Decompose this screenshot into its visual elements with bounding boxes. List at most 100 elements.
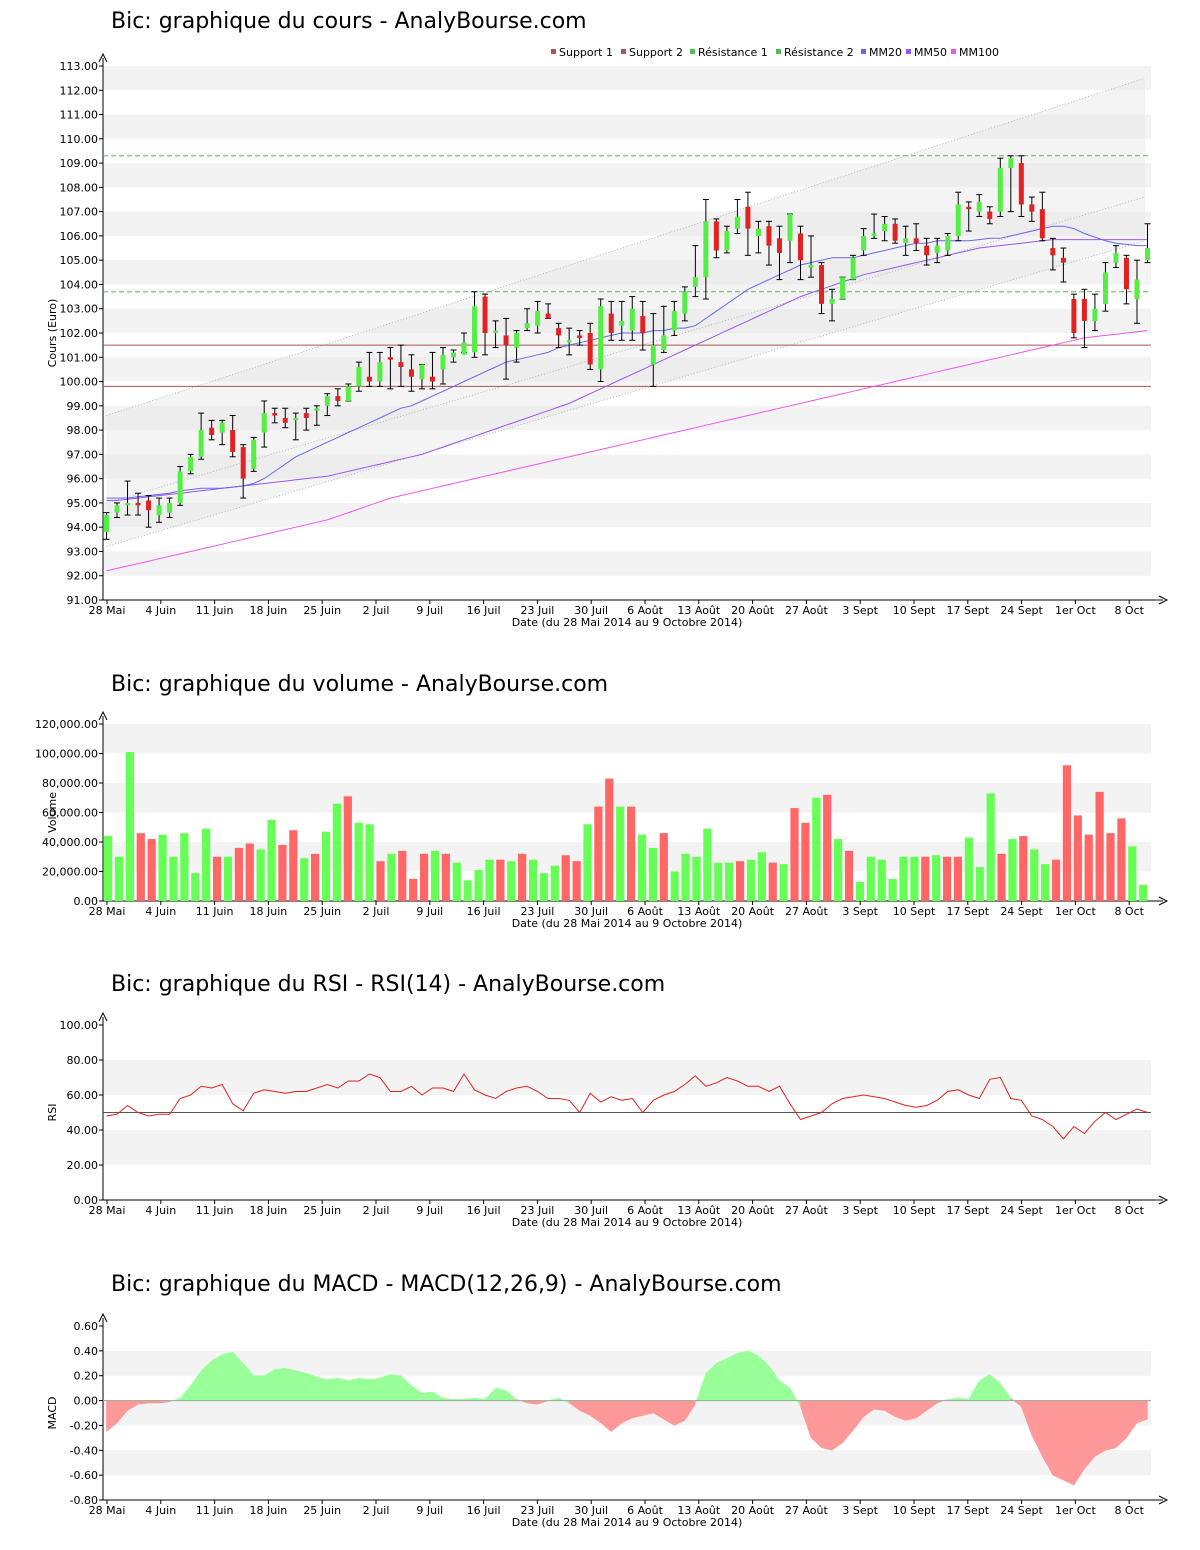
- rsi-x-tick-label: 24 Sept: [1000, 1204, 1043, 1217]
- volume-bar: [1095, 791, 1104, 901]
- price-x-tick-label: 13 Août: [677, 604, 721, 617]
- volume-bar: [169, 856, 178, 901]
- price-panel: Bic: graphique du cours - AnalyBourse.co…: [0, 0, 1200, 640]
- macd-area-segment: [1126, 1400, 1138, 1439]
- volume-x-tick-label: 10 Sept: [893, 905, 936, 918]
- volume-bar: [300, 858, 309, 901]
- candle-body: [324, 396, 330, 406]
- volume-x-tick-label: 17 Sept: [947, 905, 990, 918]
- candle-body: [808, 265, 814, 268]
- volume-bar: [757, 852, 766, 901]
- candle-body: [503, 335, 509, 346]
- candle: [313, 405, 320, 426]
- volume-y-tick-label: 40,000.00: [42, 836, 98, 849]
- candle-body: [125, 502, 131, 506]
- price-y-tick-label: 107.00: [60, 206, 99, 219]
- candle-body: [104, 515, 109, 533]
- volume-bar: [528, 859, 538, 901]
- legend-item: Support 2: [621, 46, 683, 59]
- price-x-tick-label: 4 Juin: [145, 604, 176, 617]
- candle-body: [787, 214, 793, 241]
- macd-area-segment: [747, 1350, 759, 1401]
- macd-area-segment: [726, 1352, 738, 1401]
- macd-x-tick-label: 16 Juil: [467, 1504, 501, 1517]
- volume-x-tick-label: 18 Juin: [250, 905, 288, 918]
- trend-channel-line: [106, 196, 1146, 504]
- candle: [418, 364, 425, 390]
- candle: [692, 245, 699, 298]
- price-band: [103, 211, 1151, 236]
- volume-bar: [1128, 846, 1137, 901]
- candle: [1028, 196, 1035, 222]
- macd-area-segment: [979, 1374, 991, 1401]
- legend-label: Résistance 1: [698, 46, 768, 59]
- volume-x-axis-arrow: [1158, 896, 1169, 906]
- candle-body: [1060, 257, 1066, 263]
- candle-body: [398, 362, 404, 367]
- candle-body: [1123, 257, 1129, 290]
- volume-bar: [289, 830, 298, 901]
- rsi-x-tick-label: 3 Sept: [842, 1204, 878, 1217]
- candle: [461, 332, 468, 355]
- candle-body: [903, 238, 909, 244]
- price-x-tick-label: 17 Sept: [947, 604, 990, 617]
- price-band: [103, 308, 1151, 333]
- macd-area-segment: [1052, 1400, 1064, 1481]
- volume-bar: [507, 861, 516, 901]
- volume-bar: [735, 861, 745, 901]
- volume-bar: [561, 855, 570, 901]
- candle: [1049, 237, 1056, 271]
- price-y-tick-label: 99.00: [67, 400, 99, 413]
- candle-body: [387, 357, 393, 360]
- candle-body: [1134, 279, 1140, 300]
- volume-y-axis-label: Volume: [46, 792, 59, 833]
- volume-x-tick-label: 6 Août: [627, 905, 664, 918]
- candle: [871, 213, 878, 239]
- macd-area-segment: [358, 1377, 370, 1401]
- candle: [513, 330, 520, 363]
- candle-body: [976, 201, 982, 212]
- candle-body: [861, 235, 867, 251]
- candle-body: [261, 413, 267, 433]
- macd-y-tick-label: 0.20: [74, 1370, 99, 1383]
- macd-area-segment: [1094, 1400, 1106, 1457]
- candle-body: [198, 430, 204, 457]
- macd-x-tick-label: 25 Juin: [303, 1504, 341, 1517]
- price-y-tick-label: 113.00: [60, 60, 99, 73]
- candle: [776, 225, 783, 281]
- macd-x-tick-label: 8 Oct: [1114, 1504, 1144, 1517]
- price-title: Bic: graphique du cours - AnalyBourse.co…: [111, 9, 587, 34]
- macd-x-tick-label: 30 Juil: [574, 1504, 608, 1517]
- candle-body: [282, 417, 288, 423]
- candle-body: [682, 291, 688, 314]
- volume-bar: [790, 808, 799, 901]
- macd-area-segment: [989, 1373, 1001, 1401]
- volume-bar: [844, 850, 854, 901]
- volume-bar: [583, 824, 592, 901]
- volume-bar: [834, 839, 843, 901]
- candle-body: [587, 333, 593, 365]
- rsi-x-tick-label: 23 Juil: [520, 1204, 554, 1217]
- candle-body: [240, 447, 246, 479]
- candle: [660, 305, 667, 353]
- candle-body: [640, 316, 646, 333]
- macd-y-tick-label: -0.20: [70, 1419, 98, 1432]
- volume-bar: [1117, 818, 1126, 901]
- price-y-tick-label: 104.00: [60, 278, 99, 291]
- candle: [482, 293, 489, 356]
- volume-bar: [223, 856, 233, 901]
- macd-y-tick-label: 0.60: [74, 1320, 99, 1333]
- macd-x-axis-label: Date (du 28 Mai 2014 au 9 Octobre 2014): [512, 1516, 743, 1529]
- rsi-chart: 0.00 20.00 40.00 60.00 80.00 100.00 28 Mai 4 Ju…: [46, 1011, 1169, 1229]
- candle-body: [429, 376, 435, 382]
- macd-x-tick-label: 11 Juin: [196, 1504, 234, 1517]
- macd-x-axis-arrow: [1158, 1495, 1169, 1505]
- rsi-x-tick-label: 1er Oct: [1055, 1204, 1096, 1217]
- rsi-x-tick-label: 4 Juin: [145, 1204, 176, 1217]
- volume-bar: [899, 856, 908, 901]
- rsi-x-tick-label: 16 Juil: [467, 1204, 501, 1217]
- candle-body: [293, 417, 299, 421]
- macd-y-axis-label: MACD: [46, 1397, 59, 1430]
- price-band: [103, 454, 1151, 479]
- volume-bar: [212, 856, 222, 901]
